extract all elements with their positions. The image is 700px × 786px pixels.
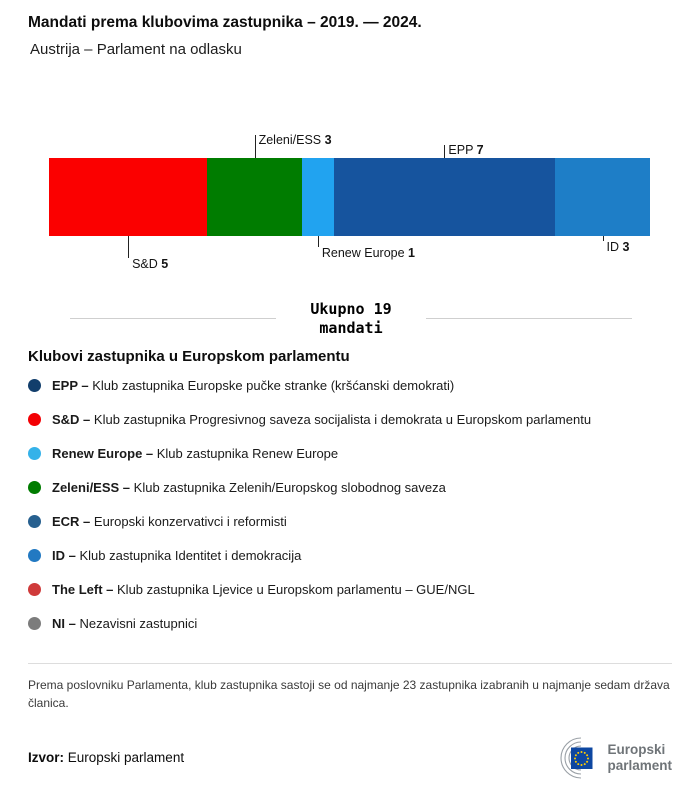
total-seats-line1: Ukupno 19 [310,300,392,318]
source-text: Europski parlament [64,750,185,766]
callout-tick [254,135,256,158]
bar-segment-Renew Europe[interactable] [302,158,334,236]
ep-logo-text-line2: parlament [607,757,672,773]
legend-item: EPP – Klub zastupnika Europske pučke str… [28,369,700,403]
legend-item: ECR – Europski konzervativci i reformist… [28,505,700,539]
legend-label: The Left – Klub zastupnika Ljevice u Eur… [52,582,475,597]
page-subtitle: Austrija – Parlament na odlasku [30,41,242,58]
legend-color-dot [28,617,41,630]
callout-tick [444,145,446,158]
legend-item: ID – Klub zastupnika Identitet i demokra… [28,539,700,573]
callout-tick [128,236,130,258]
callout-label: Zeleni/ESS 3 [258,133,332,147]
legend-label: Renew Europe – Klub zastupnika Renew Eur… [52,446,339,461]
callout-label: Renew Europe 1 [321,246,415,260]
callout-layer-below: S&D 5 Renew Europe 1 ID 3 [49,236,650,286]
total-divider-left [70,318,277,320]
legend-label: S&D – Klub zastupnika Progresivnog savez… [52,412,592,427]
footer-divider [28,662,672,664]
legend-item: NI – Nezavisni zastupnici [28,607,700,641]
ep-hemicycle-eu-flag-icon [560,737,593,779]
ep-logo-text: Europski parlament [607,742,672,773]
legend-item: Zeleni/ESS – Klub zastupnika Zelenih/Eur… [28,471,700,505]
source-label: Izvor: [28,750,65,766]
footnote: Prema poslovniku Parlamenta, klub zastup… [28,677,670,711]
legend-list: EPP – Klub zastupnika Europske pučke str… [28,369,700,641]
callout-layer-above: Zeleni/ESS 3 EPP 7 [49,112,650,158]
bar-segment-Zeleni/ESS[interactable] [207,158,303,236]
bar-segment-S&D[interactable] [49,158,208,236]
callout-tick [317,236,319,247]
ep-logo-text-line1: Europski [607,742,666,758]
stacked-bar [49,158,650,236]
legend-item: Renew Europe – Klub zastupnika Renew Eur… [28,437,700,471]
total-divider-right [425,318,632,320]
legend-label: EPP – Klub zastupnika Europske pučke str… [52,378,455,393]
seats-chart: Zeleni/ESS 3 EPP 7 S&D 5 Renew Europe 1 ID … [49,112,650,286]
legend-color-dot [28,481,41,494]
callout-label: S&D 5 [132,257,169,271]
callout-label: EPP 7 [448,143,484,157]
source-line: Izvor: Europski parlament [28,750,184,765]
legend-color-dot [28,515,41,528]
legend-item: The Left – Klub zastupnika Ljevice u Eur… [28,573,700,607]
legend-color-dot [28,413,41,426]
total-seats: Ukupno 19 mandati [70,300,632,338]
callout-label: ID 3 [606,240,630,254]
legend-label: ECR – Europski konzervativci i reformist… [52,514,287,529]
bar-segment-EPP[interactable] [333,158,556,236]
callout-tick [602,236,604,241]
legend-label: Zeleni/ESS – Klub zastupnika Zelenih/Eur… [52,480,446,495]
bottom-row: Izvor: Europski parlament Europski parla… [28,737,672,779]
page-title: Mandati prema klubovima zastupnika – 201… [28,14,422,31]
bar-segment-ID[interactable] [555,158,650,236]
ep-logo: Europski parlament [540,737,672,779]
total-seats-line2: mandati [319,318,383,337]
legend-title: Klubovi zastupnika u Europskom parlament… [28,347,350,365]
total-seats-label: Ukupno 19 mandati [276,300,425,338]
legend-color-dot [28,583,41,596]
legend-label: NI – Nezavisni zastupnici [52,616,198,631]
legend-color-dot [28,447,41,460]
legend-color-dot [28,379,41,392]
legend-item: S&D – Klub zastupnika Progresivnog savez… [28,403,700,437]
legend-color-dot [28,549,41,562]
legend-label: ID – Klub zastupnika Identitet i demokra… [52,548,302,563]
